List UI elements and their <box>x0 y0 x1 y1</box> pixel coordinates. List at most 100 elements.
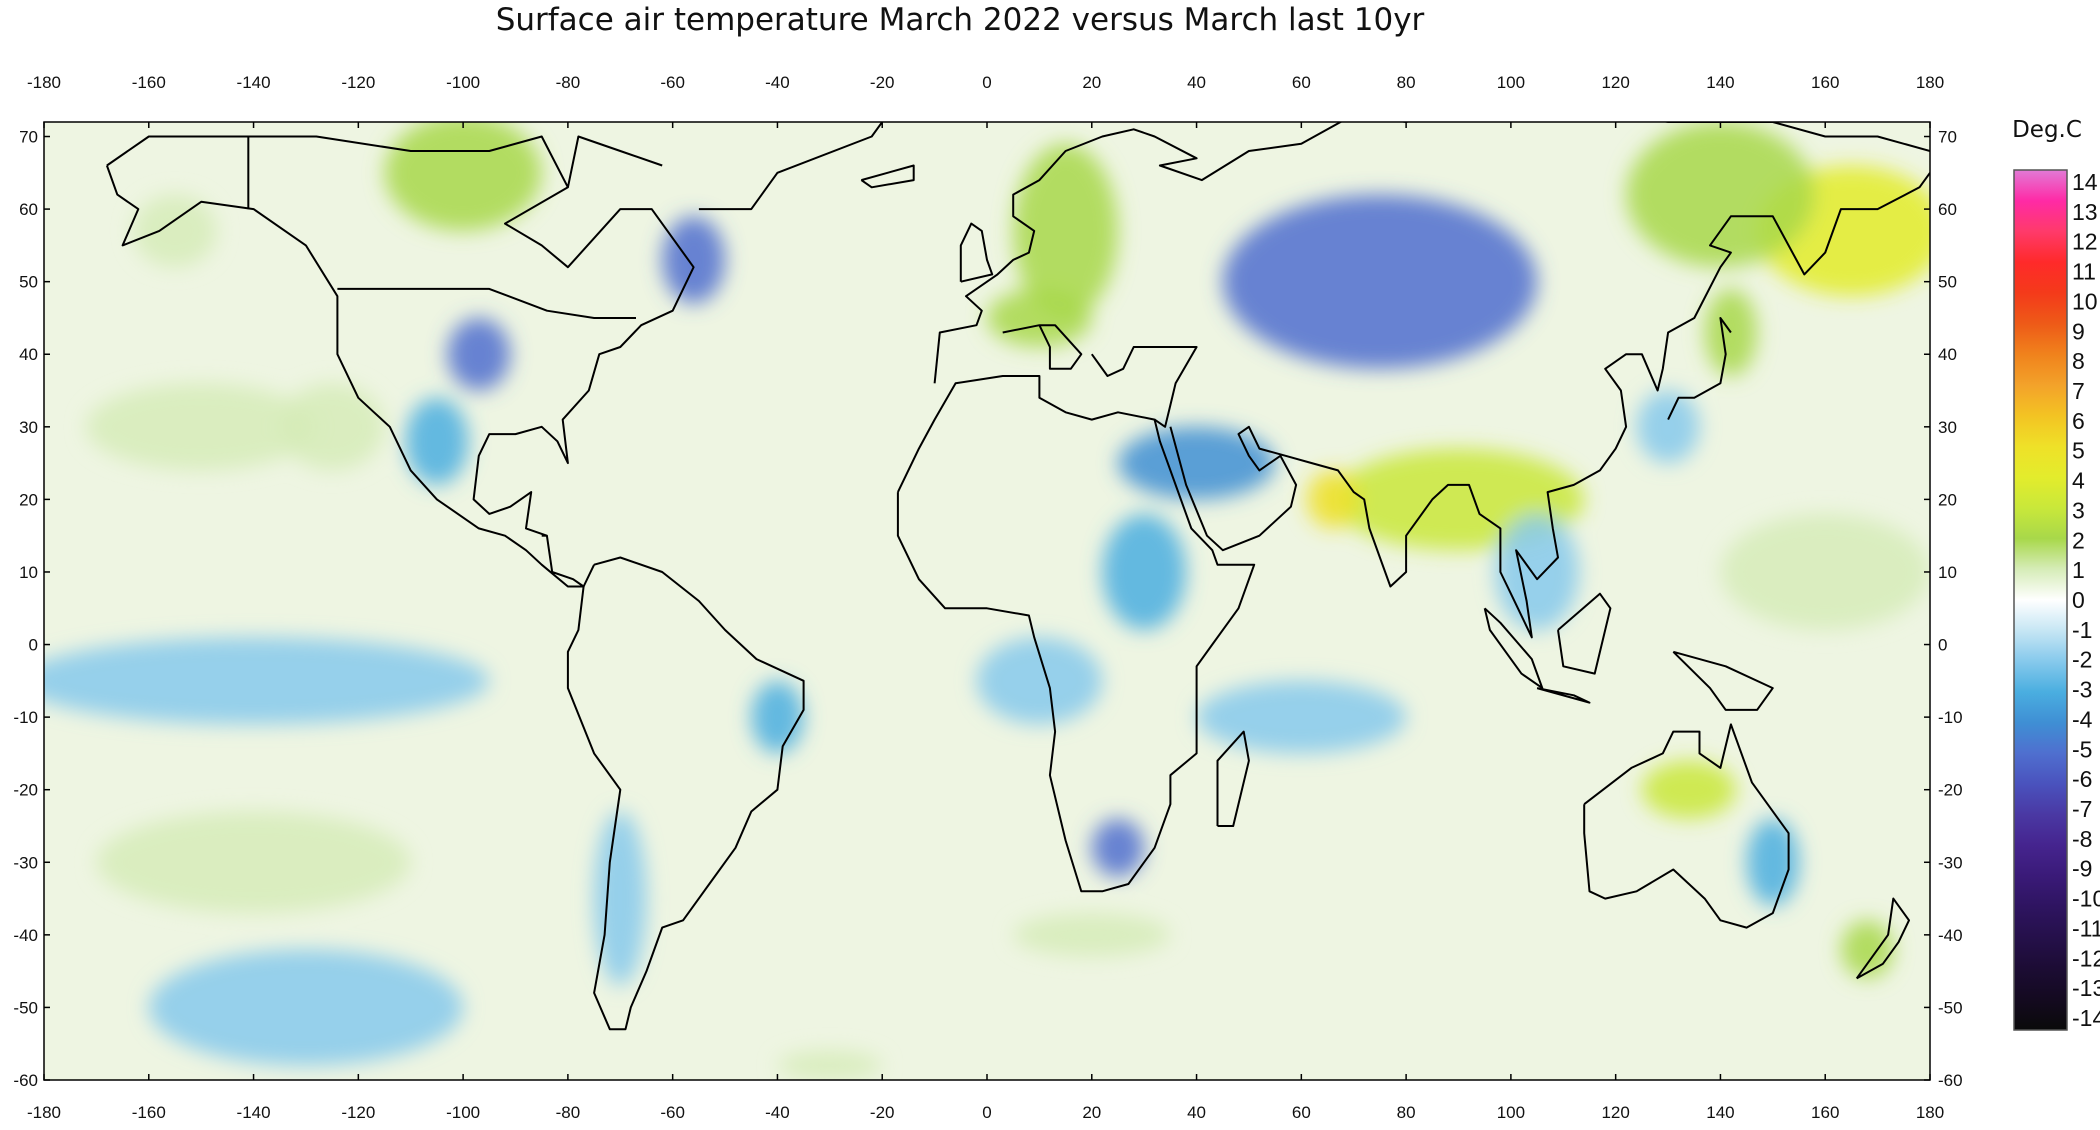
anomaly-region <box>662 216 726 304</box>
left-lat-tick-label: -30 <box>13 853 38 872</box>
left-lat-tick-label: 0 <box>29 636 38 655</box>
top-lon-tick-label: 0 <box>982 73 991 92</box>
colorbar-tick-label: 8 <box>2072 348 2085 374</box>
colorbar-tick-label: 5 <box>2072 438 2085 464</box>
colorbar-tick-label: -11 <box>2072 915 2100 941</box>
top-lon-tick-label: -60 <box>660 73 685 92</box>
top-lon-tick-label: 20 <box>1082 73 1101 92</box>
left-lat-tick-label: -10 <box>13 708 38 727</box>
coastline <box>1583 723 1790 929</box>
anomaly-region <box>594 811 647 986</box>
bottom-lon-tick-label: 60 <box>1292 1103 1311 1122</box>
top-lon-tick-label: 160 <box>1811 73 1839 92</box>
colorbar-tick-label: 4 <box>2072 468 2085 494</box>
left-lat-tick-label: 50 <box>19 273 38 292</box>
top-lon-tick-label: -180 <box>27 73 61 92</box>
anomaly-region <box>1840 920 1894 979</box>
anomaly-region <box>1641 760 1737 819</box>
anomaly-region <box>976 637 1103 725</box>
right-lat-tick-label: 70 <box>1938 128 1957 147</box>
colorbar-tick-label: 10 <box>2072 288 2098 314</box>
anomaly-region <box>96 811 411 914</box>
top-lon-tick-label: 80 <box>1397 73 1416 92</box>
left-lat-tick-label: 60 <box>19 200 38 219</box>
chart-title: Surface air temperature March 2022 versu… <box>495 2 1425 38</box>
bottom-lon-tick-label: -140 <box>237 1103 271 1122</box>
bottom-lon-tick-label: 100 <box>1497 1103 1525 1122</box>
right-lat-tick-label: 0 <box>1938 636 1947 655</box>
bottom-lon-tick-label: -40 <box>765 1103 790 1122</box>
coastline <box>566 135 663 188</box>
anomaly-field-layer <box>44 122 1930 1080</box>
left-lat-tick-label: 20 <box>19 490 38 509</box>
anomaly-region <box>1306 470 1359 529</box>
anomaly-region <box>1636 390 1700 464</box>
colorbar-tick-label: -14 <box>2072 1005 2100 1031</box>
plot-background <box>44 122 1930 1080</box>
top-lon-tick-label: -80 <box>556 73 581 92</box>
left-lat-tick-label: 30 <box>19 418 38 437</box>
bottom-lon-tick-label: -180 <box>27 1103 61 1122</box>
top-lon-tick-label: 180 <box>1916 73 1944 92</box>
left-lat-tick-label: 70 <box>19 128 38 147</box>
coastline <box>933 122 1930 384</box>
left-lat-tick-label: -60 <box>13 1071 38 1090</box>
colorbar-tick-label: -7 <box>2072 796 2092 822</box>
colorbar-tick-label: 13 <box>2072 199 2098 225</box>
coastline <box>959 222 994 283</box>
right-lat-tick-label: 10 <box>1938 563 1957 582</box>
bottom-lon-tick-label: -120 <box>341 1103 375 1122</box>
coastline <box>1483 607 1544 690</box>
bottom-lon-tick-label: -60 <box>660 1103 685 1122</box>
right-lat-tick-label: -30 <box>1938 853 1963 872</box>
right-lat-tick-label: 60 <box>1938 200 1957 219</box>
anomaly-region <box>1222 194 1538 369</box>
colorbar-labels: 14131211109876543210-1-2-3-4-5-6-7-8-9-1… <box>2072 169 2100 1031</box>
colorbar-tick-label: 0 <box>2072 587 2085 613</box>
coastline <box>1090 346 1198 428</box>
colorbar-tick-label: -9 <box>2072 856 2092 882</box>
anomaly-region <box>85 383 317 471</box>
top-lon-tick-label: 100 <box>1497 73 1525 92</box>
coastline <box>1169 172 1930 639</box>
top-lon-tick-label: 120 <box>1601 73 1629 92</box>
coastline <box>896 375 1256 893</box>
bottom-lon-tick-label: 160 <box>1811 1103 1839 1122</box>
top-lon-tick-label: -120 <box>341 73 375 92</box>
top-lon-tick-label: 60 <box>1292 73 1311 92</box>
top-lon-tick-label: 140 <box>1706 73 1734 92</box>
colorbar-tick-label: 6 <box>2072 408 2085 434</box>
colorbar-tick-label: -8 <box>2072 826 2092 852</box>
anomaly-region <box>1720 513 1930 631</box>
colorbar-tick-label: 7 <box>2072 378 2085 404</box>
bottom-lon-tick-label: 120 <box>1601 1103 1629 1122</box>
anomaly-region <box>133 194 217 268</box>
colorbar-tick-label: -2 <box>2072 647 2092 673</box>
colorbar-tick-label: 2 <box>2072 527 2085 553</box>
colorbar-bar <box>2013 169 2068 1031</box>
colorbar-tick-label: -3 <box>2072 677 2092 703</box>
top-lon-tick-label: -100 <box>446 73 480 92</box>
anomaly-region <box>1091 818 1145 877</box>
axis-ticks-layer: -180-180-160-160-140-140-120-120-100-100… <box>13 73 1962 1122</box>
anomaly-region <box>1013 913 1171 957</box>
coastline <box>1855 897 1910 980</box>
coastline <box>105 135 695 588</box>
colorbar-tick-label: 3 <box>2072 497 2085 523</box>
colorbar: Deg.C 14131211109876543210-1-2-3-4-5-6-7… <box>2012 117 2100 1031</box>
right-lat-tick-label: 40 <box>1938 345 1957 364</box>
top-lon-tick-label: -20 <box>870 73 895 92</box>
anomaly-region <box>405 397 469 485</box>
anomaly-region <box>987 288 1092 347</box>
colorbar-tick-label: -4 <box>2072 706 2093 732</box>
anomaly-region <box>447 317 511 391</box>
bottom-lon-tick-label: 0 <box>982 1103 991 1122</box>
left-lat-tick-label: 10 <box>19 563 38 582</box>
coastlines-layer <box>105 122 1930 1031</box>
bottom-lon-tick-label: 40 <box>1187 1103 1206 1122</box>
colorbar-tick-label: -12 <box>2072 945 2100 971</box>
bottom-lon-tick-label: -80 <box>556 1103 581 1122</box>
coastline <box>1557 592 1612 675</box>
top-lon-tick-label: -160 <box>132 73 166 92</box>
left-lat-tick-label: -40 <box>13 926 38 945</box>
